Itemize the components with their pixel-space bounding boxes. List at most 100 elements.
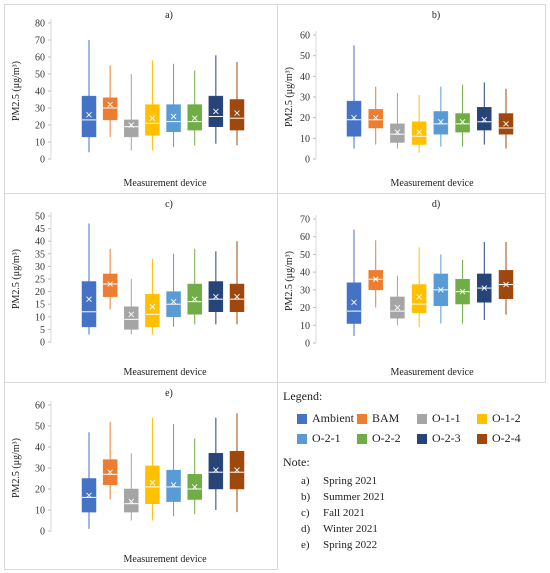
box-o-2-2	[455, 84, 470, 147]
mean-marker	[394, 304, 401, 311]
box-iqr	[166, 469, 181, 502]
y-tick-label: 10	[35, 138, 45, 149]
box-o-1-1	[390, 92, 405, 149]
y-tick-label: 60	[35, 401, 45, 412]
mean-marker	[234, 293, 240, 300]
box-o-2-1	[166, 253, 181, 327]
box-iqr	[411, 121, 427, 145]
box-o-2-1	[433, 254, 449, 324]
box-o-2-4	[498, 88, 514, 149]
note-item: c) Fall 2021	[301, 507, 365, 519]
note-key: d)	[301, 523, 311, 535]
y-tick-label: 20	[35, 485, 45, 496]
mean-marker	[149, 303, 156, 310]
chart-title: b)	[432, 10, 440, 21]
y-tick-label: 60	[35, 53, 45, 64]
box-o-2-1	[433, 86, 449, 147]
box-o-1-2	[145, 417, 160, 521]
y-tick-label: 50	[300, 51, 310, 62]
y-tick-label: 40	[35, 443, 45, 454]
y-tick-label: 30	[300, 285, 310, 296]
note-text: Summer 2021	[323, 491, 386, 503]
note-item: d) Winter 2021	[301, 523, 378, 535]
box-o-2-2	[187, 248, 202, 325]
box-iqr	[145, 104, 160, 136]
chart-panel-a: a) 0 10 20 30 40 50 60 70 80 PM2.5 (μg/m³) Measurem…	[4, 4, 278, 194]
y-tick-label: 0	[305, 339, 310, 350]
chart-panel-d: d) 0 10 20 30 40 50 60 70 PM2.5 (μg/m³) Measuremen…	[277, 193, 546, 383]
box-iqr	[81, 95, 97, 138]
legend-label: O-2-3	[432, 431, 461, 445]
box-iqr	[229, 283, 245, 313]
y-tick-label: 30	[35, 464, 45, 475]
legend-label: O-2-1	[312, 431, 341, 445]
mean-marker	[481, 116, 488, 123]
box-iqr	[102, 97, 118, 121]
box-iqr	[346, 100, 362, 137]
mean-marker	[128, 122, 135, 128]
x-axis-label: Measurement device	[390, 178, 474, 189]
mean-marker	[107, 469, 113, 476]
box-iqr	[455, 113, 470, 133]
mean-marker	[191, 296, 198, 302]
note-key: b)	[301, 491, 311, 503]
box-iqr	[346, 282, 362, 324]
y-tick-label: 25	[35, 275, 45, 286]
y-tick-label: 45	[35, 224, 45, 235]
mean-marker	[170, 298, 177, 305]
y-tick-label: 50	[35, 70, 45, 81]
y-tick-label: 30	[35, 104, 45, 115]
mean-marker	[372, 276, 379, 283]
mean-marker	[149, 115, 156, 122]
legend-and-notes: Legend: Ambient BAM O-1-1 O-1-2 O-2-1 O-2-2 O-…	[283, 389, 545, 569]
box-o-2-4	[229, 413, 245, 513]
mean-marker	[107, 101, 113, 108]
legend-item: O-1-1	[417, 411, 461, 426]
note-title: Note:	[283, 455, 310, 469]
legend-label: BAM	[372, 411, 400, 425]
y-tick-label: 40	[35, 237, 45, 248]
box-o-2-3	[208, 417, 224, 510]
x-axis-label: Measurement device	[123, 367, 207, 378]
legend-swatch	[417, 413, 427, 424]
x-axis-label: Measurement device	[123, 178, 207, 189]
box-ambient	[81, 223, 97, 335]
y-tick-label: 20	[35, 121, 45, 132]
y-tick-label: 40	[300, 268, 310, 279]
chart-title: e)	[165, 388, 173, 399]
box-plot-d: d) 0 10 20 30 40 50 60 70 PM2.5 (μg/m³) Measuremen…	[284, 199, 514, 378]
y-tick-label: 50	[35, 212, 45, 223]
y-axis-label: PM2.5 (μg/m³)	[284, 251, 295, 311]
box-iqr	[102, 273, 118, 297]
box-o-1-2	[145, 60, 160, 151]
y-tick-label: 15	[35, 300, 45, 311]
legend-title: Legend:	[283, 389, 323, 403]
legend-item: O-2-4	[477, 431, 521, 446]
box-iqr	[124, 119, 139, 138]
mean-marker	[416, 294, 422, 300]
y-tick-label: 70	[300, 215, 310, 226]
y-tick-label: 50	[35, 422, 45, 433]
note-text: Fall 2021	[323, 507, 365, 519]
box-ambient	[81, 432, 97, 529]
x-axis-label: Measurement device	[123, 554, 207, 565]
chart-panel-b: b) 0 10 20 30 40 50 60 PM2.5 (μg/m³) Measurement …	[277, 4, 546, 194]
mean-marker	[213, 467, 219, 473]
mean-marker	[107, 281, 113, 287]
mean-marker	[213, 293, 219, 300]
box-iqr	[166, 104, 181, 133]
legend-label: Ambient	[312, 411, 354, 425]
box-o-2-3	[208, 251, 224, 325]
box-iqr	[124, 306, 139, 330]
mean-marker	[213, 108, 219, 115]
mean-marker	[128, 498, 135, 505]
mean-marker	[438, 287, 444, 293]
chart-title: d)	[432, 199, 440, 210]
note-key: a)	[301, 475, 310, 487]
box-o-2-3	[477, 82, 492, 145]
note-key: e)	[301, 539, 310, 551]
legend-swatch	[357, 413, 367, 424]
box-o-2-2	[455, 259, 470, 324]
y-tick-label: 0	[40, 155, 45, 166]
mean-marker	[394, 129, 401, 135]
